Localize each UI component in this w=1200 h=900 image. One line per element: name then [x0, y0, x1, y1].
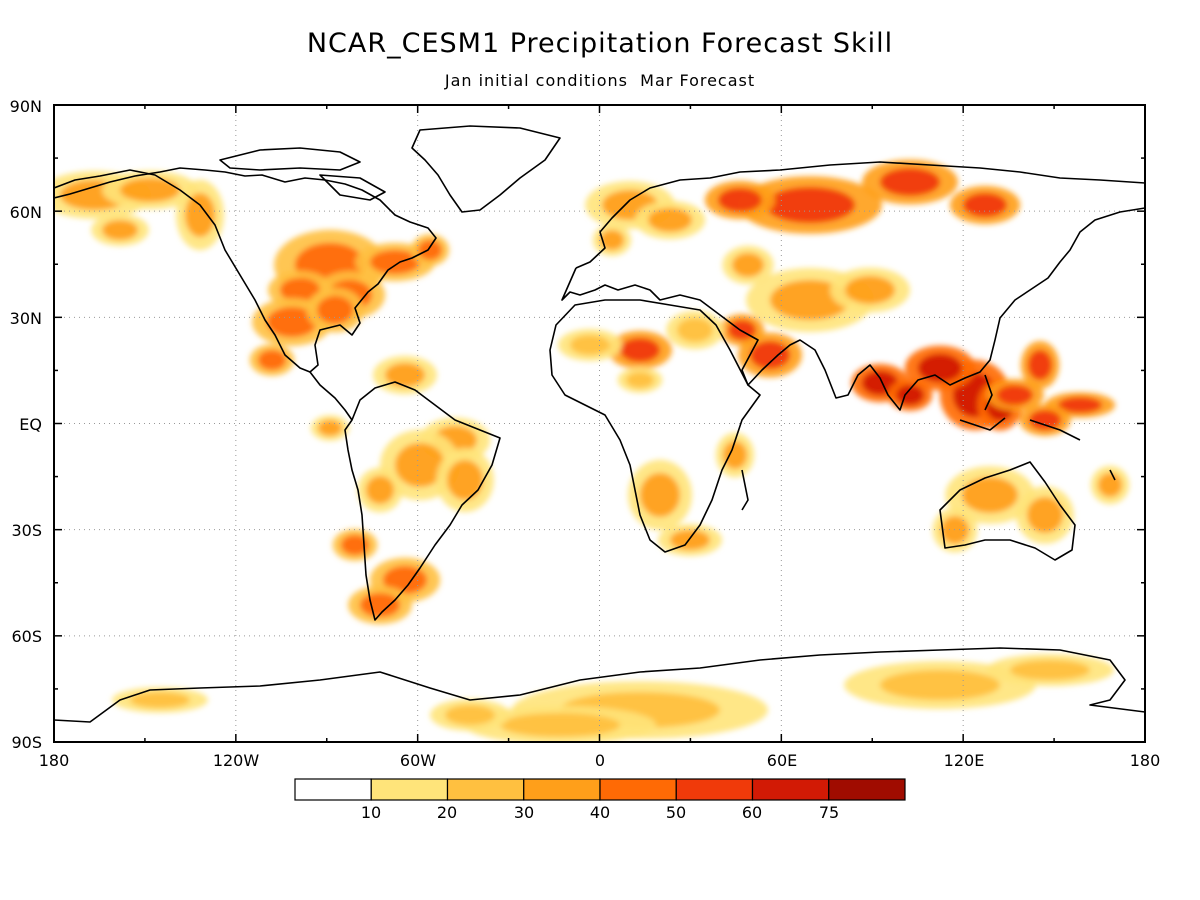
skill-blob — [120, 178, 180, 202]
colorbar-swatch — [370, 778, 449, 801]
skill-blob — [1010, 660, 1090, 680]
skill-blob — [732, 253, 764, 277]
figure-title: NCAR_CESM1 Precipitation Forecast Skill — [306, 28, 894, 59]
skill-blob — [1028, 350, 1052, 380]
skill-blob — [418, 240, 442, 260]
coast-africa — [549, 299, 761, 553]
coast-eurasia — [561, 161, 1145, 411]
skill-field — [54, 105, 1145, 742]
skill-blob — [845, 276, 895, 304]
colorbar — [294, 778, 906, 801]
lat-label-30n: 30N — [10, 309, 42, 328]
coast-arctic-islands — [219, 147, 386, 201]
coastlines — [54, 125, 1145, 723]
skill-blob — [447, 460, 483, 500]
skill-blob — [918, 354, 962, 382]
colorbar-swatch — [675, 778, 754, 801]
lon-label-60w: 60W — [400, 751, 436, 770]
colorbar-swatch — [294, 778, 372, 801]
figure-subtitle: Jan initial conditions Mar Forecast — [444, 71, 756, 90]
lat-label-30s: 30S — [11, 521, 42, 540]
skill-blob — [600, 230, 624, 250]
skill-blob — [258, 350, 286, 370]
skill-blob — [570, 335, 610, 355]
coast-north-america — [54, 167, 437, 373]
skill-blob — [317, 296, 353, 324]
skill-blob — [267, 307, 317, 337]
skill-blob — [385, 363, 425, 387]
lat-axis-labels: 90N 60N 30N EQ 30S 60S 90S — [10, 97, 42, 752]
skill-blob — [997, 385, 1033, 405]
lon-label-120e: 120E — [944, 751, 985, 770]
lon-label-180w: 180 — [39, 751, 70, 770]
coast-islands — [741, 374, 1116, 511]
colorbar-label-40: 40 — [590, 803, 610, 822]
colorbar-swatch — [599, 778, 677, 801]
colorbar-swatch — [751, 778, 830, 801]
skill-blob — [765, 187, 855, 223]
lat-label-60s: 60S — [11, 627, 42, 646]
colorbar-label-60: 60 — [742, 803, 762, 822]
skill-blob — [280, 278, 320, 302]
skill-blob — [962, 477, 1018, 513]
skill-blob — [102, 220, 138, 240]
lon-label-60e: 60E — [767, 751, 797, 770]
lat-label-60n: 60N — [10, 203, 42, 222]
lat-label-90n: 90N — [10, 97, 42, 116]
skill-blob — [366, 476, 394, 504]
skill-blob — [670, 530, 710, 550]
colorbar-label-75: 75 — [819, 803, 839, 822]
axis-ticks — [53, 104, 1146, 743]
skill-blob — [880, 168, 940, 196]
colorbar-swatch — [828, 778, 906, 801]
skill-blob — [341, 535, 369, 555]
skill-blob — [185, 193, 215, 237]
lon-label-120w: 120W — [213, 751, 260, 770]
skill-shading — [54, 159, 1130, 742]
lat-label-90s: 90S — [11, 733, 42, 752]
skill-blob — [1029, 410, 1061, 430]
skill-blob — [648, 208, 692, 232]
lon-label-180e: 180 — [1130, 751, 1161, 770]
coast-central-america — [309, 371, 353, 421]
skill-blob — [370, 250, 420, 274]
skill-blob — [963, 193, 1007, 217]
coast-australia — [939, 461, 1076, 561]
skill-blob — [750, 341, 790, 369]
colorbar-label-50: 50 — [666, 803, 686, 822]
colorbar-labels: 10 20 30 40 50 60 75 — [361, 803, 839, 822]
colorbar-label-10: 10 — [361, 803, 381, 822]
skill-blob — [318, 420, 342, 436]
skill-blob — [677, 318, 713, 342]
lon-label-0: 0 — [595, 751, 605, 770]
skill-blob — [620, 338, 660, 362]
skill-blob — [880, 670, 1000, 700]
coast-antarctica — [54, 647, 1145, 723]
lat-label-eq: EQ — [19, 415, 42, 434]
colorbar-label-20: 20 — [437, 803, 457, 822]
skill-blob — [640, 473, 680, 517]
skill-blob — [395, 443, 445, 487]
skill-blob — [718, 188, 762, 212]
skill-blob — [896, 385, 924, 405]
skill-blob — [130, 692, 190, 708]
colorbar-label-30: 30 — [514, 803, 534, 822]
skill-blob — [1058, 397, 1102, 413]
coast-greenland — [411, 125, 561, 213]
colorbar-swatch — [446, 778, 525, 801]
skill-blob — [1098, 473, 1122, 497]
skill-blob — [862, 371, 898, 395]
coast-south-america — [344, 381, 501, 621]
skill-blob — [723, 441, 747, 469]
colorbar-swatch — [523, 778, 601, 801]
skill-blob — [1027, 497, 1063, 533]
skill-blob — [500, 713, 620, 737]
lon-axis-labels: 180 120W 60W 0 60E 120E 180 — [39, 751, 1161, 770]
skill-blob — [445, 705, 495, 725]
gridlines — [54, 105, 1145, 742]
skill-blob — [626, 372, 654, 388]
